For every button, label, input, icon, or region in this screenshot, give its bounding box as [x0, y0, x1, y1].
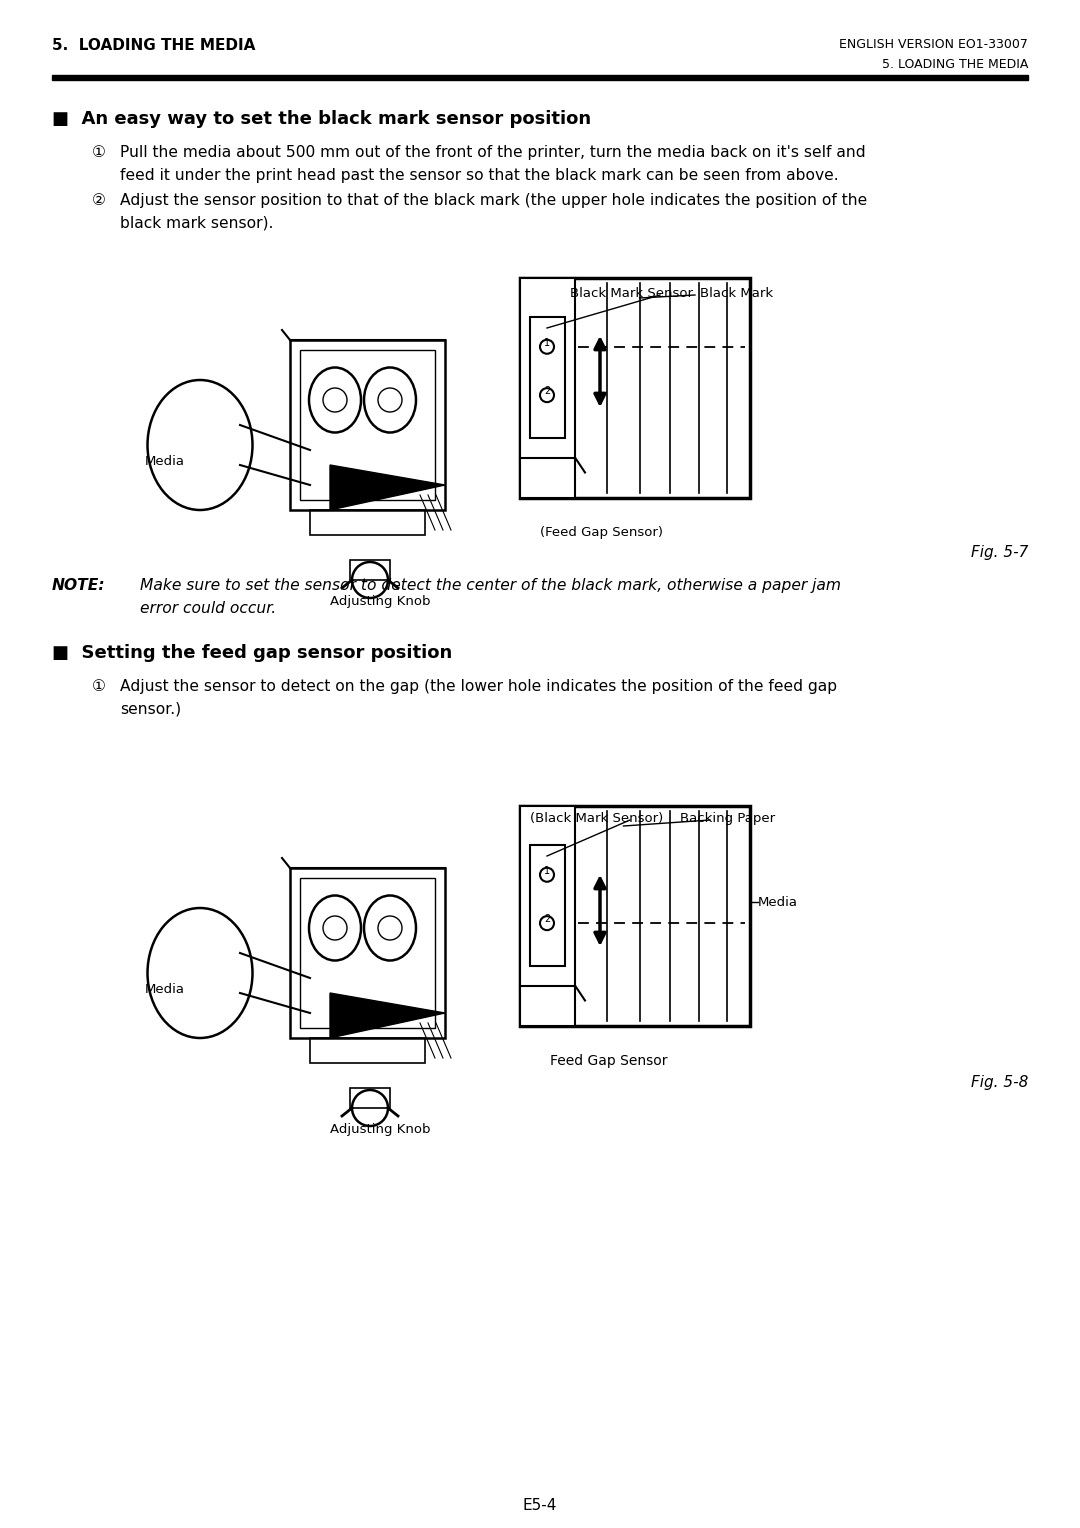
Circle shape	[540, 388, 554, 402]
Text: Black Mark Sensor: Black Mark Sensor	[570, 287, 693, 299]
Bar	[519, 805, 575, 1025]
Bar	[300, 350, 435, 500]
Circle shape	[540, 917, 554, 931]
Text: Adjusting Knob: Adjusting Knob	[330, 1123, 431, 1135]
Text: Backing Paper: Backing Paper	[680, 811, 775, 825]
Text: 1: 1	[544, 866, 550, 876]
Bar	[530, 845, 565, 966]
Text: (Feed Gap Sensor): (Feed Gap Sensor)	[540, 526, 663, 539]
Text: ①: ①	[92, 678, 106, 694]
Bar	[350, 1088, 390, 1108]
Polygon shape	[330, 465, 445, 510]
Text: 2: 2	[544, 914, 550, 924]
Bar	[291, 868, 445, 1038]
Text: Feed Gap Sensor: Feed Gap Sensor	[550, 1054, 667, 1068]
Bar	[52, 75, 1028, 79]
Bar	[300, 879, 435, 1028]
Bar	[310, 510, 426, 535]
Bar	[519, 805, 750, 1025]
Text: Fig. 5-8: Fig. 5-8	[971, 1076, 1028, 1089]
Text: Adjusting Knob: Adjusting Knob	[330, 594, 431, 608]
Text: Adjust the sensor position to that of the black mark (the upper hole indicates t: Adjust the sensor position to that of th…	[120, 193, 867, 208]
Text: Black Mark: Black Mark	[700, 287, 773, 299]
Text: sensor.): sensor.)	[120, 701, 181, 717]
Text: 2: 2	[544, 387, 550, 396]
Text: Make sure to set the sensor to detect the center of the black mark, otherwise a : Make sure to set the sensor to detect th…	[140, 578, 841, 593]
Text: ■  Setting the feed gap sensor position: ■ Setting the feed gap sensor position	[52, 643, 453, 662]
Text: ■  An easy way to set the black mark sensor position: ■ An easy way to set the black mark sens…	[52, 110, 591, 128]
Text: ①: ①	[92, 145, 106, 160]
Bar	[291, 341, 445, 510]
Text: black mark sensor).: black mark sensor).	[120, 215, 273, 231]
Circle shape	[540, 339, 554, 354]
Text: Media: Media	[145, 983, 185, 996]
Text: E5-4: E5-4	[523, 1497, 557, 1513]
Bar	[519, 278, 575, 498]
Text: 5.  LOADING THE MEDIA: 5. LOADING THE MEDIA	[52, 38, 255, 53]
Text: ②: ②	[92, 193, 106, 208]
Text: feed it under the print head past the sensor so that the black mark can be seen : feed it under the print head past the se…	[120, 168, 839, 183]
Text: Fig. 5-7: Fig. 5-7	[971, 545, 1028, 559]
Text: ENGLISH VERSION EO1-33007: ENGLISH VERSION EO1-33007	[839, 38, 1028, 50]
Text: (Black Mark Sensor): (Black Mark Sensor)	[530, 811, 663, 825]
Bar	[310, 1038, 426, 1063]
Bar	[519, 278, 750, 498]
Text: NOTE:: NOTE:	[52, 578, 106, 593]
Text: 1: 1	[544, 338, 550, 348]
Text: Adjust the sensor to detect on the gap (the lower hole indicates the position of: Adjust the sensor to detect on the gap (…	[120, 678, 837, 694]
Polygon shape	[330, 993, 445, 1038]
Text: 5. LOADING THE MEDIA: 5. LOADING THE MEDIA	[881, 58, 1028, 70]
Text: error could occur.: error could occur.	[140, 601, 276, 616]
Text: Pull the media about 500 mm out of the front of the printer, turn the media back: Pull the media about 500 mm out of the f…	[120, 145, 866, 160]
Bar	[350, 559, 390, 581]
Text: Media: Media	[758, 895, 798, 909]
Bar	[530, 316, 565, 437]
Circle shape	[540, 868, 554, 882]
Text: Media: Media	[145, 455, 185, 468]
